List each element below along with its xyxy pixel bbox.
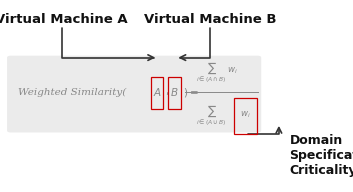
Text: Weighted Similarity(: Weighted Similarity( — [18, 88, 126, 97]
FancyBboxPatch shape — [7, 56, 261, 132]
Text: $w_i$: $w_i$ — [240, 110, 251, 120]
Text: Virtual Machine A: Virtual Machine A — [0, 13, 128, 26]
Text: $\it{) =}$: $\it{) =}$ — [183, 86, 198, 99]
Text: $\it{B}$: $\it{B}$ — [170, 86, 179, 98]
Text: $\sum_{i\in(A\cup B)}$: $\sum_{i\in(A\cup B)}$ — [196, 103, 226, 128]
Text: Domain
Specification
Criticality: Domain Specification Criticality — [289, 134, 353, 177]
Text: $\sum_{i\in(A\cap B)}\ w_i$: $\sum_{i\in(A\cap B)}\ w_i$ — [196, 60, 239, 85]
Text: $\it{,}$: $\it{,}$ — [165, 88, 169, 97]
Text: Virtual Machine B: Virtual Machine B — [144, 13, 276, 26]
Text: $\it{A}$: $\it{A}$ — [152, 86, 162, 98]
